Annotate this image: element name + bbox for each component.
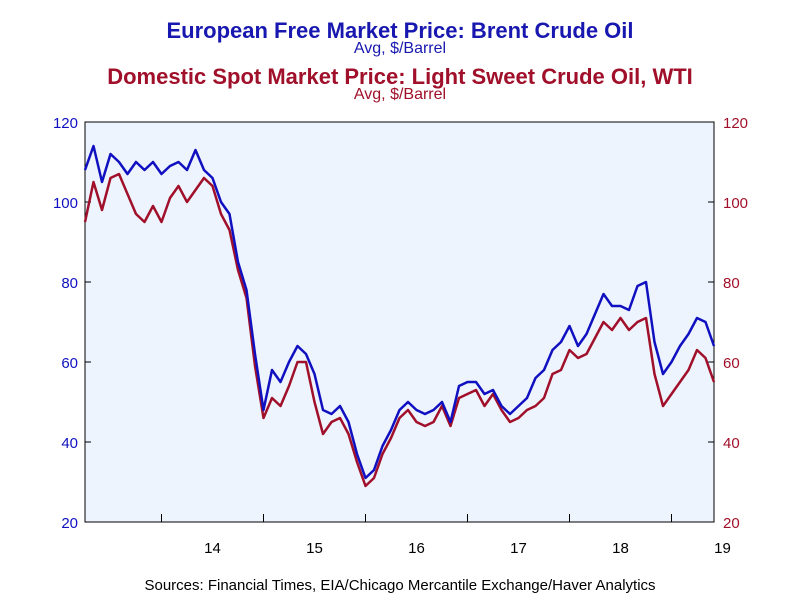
y-tick-label-right: 40 [723,435,740,452]
x-tick-label: 18 [612,540,629,557]
chart-subtitle-brent: Avg, $/Barrel [353,40,447,57]
source-note: Sources: Financial Times, EIA/Chicago Me… [144,577,656,594]
chart-title-brent: European Free Market Price: Brent Crude … [166,18,634,43]
plot-area [84,121,715,523]
y-tick-label-left: 100 [53,195,78,212]
x-tick-label: 14 [204,540,221,557]
series-line-wti [83,172,716,488]
series-line-brent [83,144,716,480]
x-tick-label: 15 [306,540,323,557]
y-tick-label-left: 80 [61,275,78,292]
x-tick-label: 17 [510,540,527,557]
series-lines [83,144,716,488]
y-tick-label-left: 60 [61,355,78,372]
y-tick-label-left: 120 [53,115,78,132]
x-tick-label: 19 [714,540,731,557]
y-tick-label-right: 60 [723,355,740,372]
y-tick-label-right: 20 [723,515,740,532]
axes: 20 40 60 80 100 120 20 40 60 80 100 120 14 15 16 17 18 19 [53,115,748,557]
y-tick-label-right: 120 [723,115,748,132]
y-tick-label-right: 80 [723,275,740,292]
y-tick-label-left: 20 [61,515,78,532]
y-tick-label-left: 40 [61,435,78,452]
chart-title-wti: Domestic Spot Market Price: Light Sweet … [107,64,693,89]
y-tick-label-right: 100 [723,195,748,212]
x-tick-label: 16 [408,540,425,557]
chart-subtitle-wti: Avg, $/Barrel [353,86,447,103]
